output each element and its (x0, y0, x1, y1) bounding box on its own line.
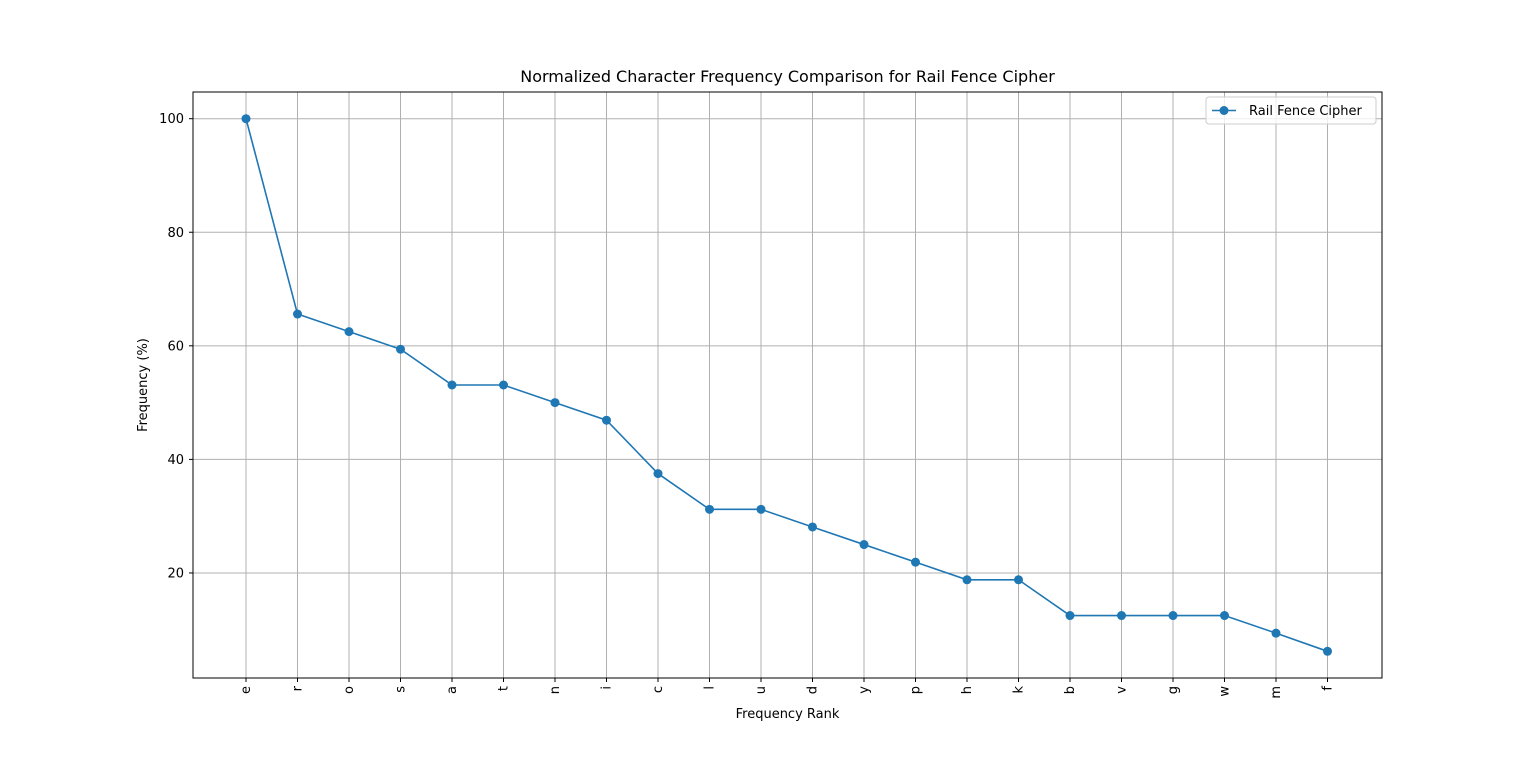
y-axis-label: Frequency (%) (136, 338, 151, 432)
plot-area-frame (192, 91, 1383, 679)
legend-label: Rail Fence Cipher (1249, 104, 1363, 119)
x-tick-label: g (1166, 686, 1181, 694)
x-tick-label: d (806, 686, 821, 694)
data-point (911, 557, 920, 567)
x-tick-label: a (445, 686, 460, 694)
x-tick-label: n (548, 686, 563, 694)
x-tick-label: k (1012, 686, 1027, 694)
grid-lines (193, 92, 1382, 678)
data-point (705, 504, 714, 514)
y-tick-label: 60 (167, 339, 184, 354)
data-point (447, 380, 457, 390)
data-point (499, 380, 508, 390)
data-point (344, 327, 354, 337)
data-point (396, 344, 405, 354)
x-tick-label: t (497, 686, 512, 691)
x-tick-label: r (291, 685, 306, 691)
x-tick-label: v (1115, 686, 1130, 694)
data-point (602, 415, 611, 425)
data-point (859, 540, 869, 550)
x-axis-label: Frequency Rank (736, 707, 840, 722)
x-tick-label: h (960, 686, 975, 694)
y-tick-label: 80 (167, 226, 184, 241)
legend-marker (1219, 106, 1229, 115)
data-point (1220, 611, 1229, 621)
x-tick-label: b (1063, 686, 1078, 694)
y-axis-ticks: 20 40 60 80 100 (159, 112, 193, 581)
series-layer (241, 114, 1332, 656)
chart-title: Normalized Character Frequency Compariso… (520, 67, 1055, 86)
y-tick-label: 20 (167, 566, 184, 581)
data-point (1117, 611, 1126, 621)
x-tick-label: c (651, 686, 666, 693)
data-point (1271, 628, 1281, 638)
data-point (1168, 611, 1178, 621)
x-tick-label: l (703, 686, 718, 690)
data-point (241, 114, 251, 124)
data-point (293, 309, 302, 319)
x-tick-label: o (342, 686, 357, 694)
x-tick-label: w (1218, 686, 1233, 697)
data-point (653, 469, 663, 479)
data-point (1014, 575, 1023, 585)
y-tick-label: 100 (159, 112, 184, 127)
series-line (245, 118, 1328, 653)
data-point (756, 504, 766, 514)
x-tick-label: p (909, 686, 924, 694)
x-tick-label: s (394, 686, 409, 693)
x-tick-label: i (600, 686, 615, 690)
data-point (962, 575, 972, 585)
legend: Rail Fence Cipher (1205, 96, 1377, 125)
data-point (1065, 611, 1075, 621)
x-tick-label: f (1321, 686, 1336, 691)
data-point (1323, 646, 1332, 656)
data-point (550, 398, 560, 408)
legend-box (1205, 96, 1377, 125)
y-tick-label: 40 (167, 453, 184, 468)
data-point (808, 522, 817, 532)
x-tick-label: y (857, 686, 872, 694)
x-tick-label: u (754, 686, 769, 694)
x-tick-label: e (239, 686, 254, 694)
x-tick-label: m (1269, 686, 1284, 699)
